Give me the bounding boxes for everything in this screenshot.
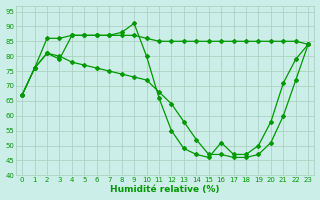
X-axis label: Humidité relative (%): Humidité relative (%) [110,185,220,194]
